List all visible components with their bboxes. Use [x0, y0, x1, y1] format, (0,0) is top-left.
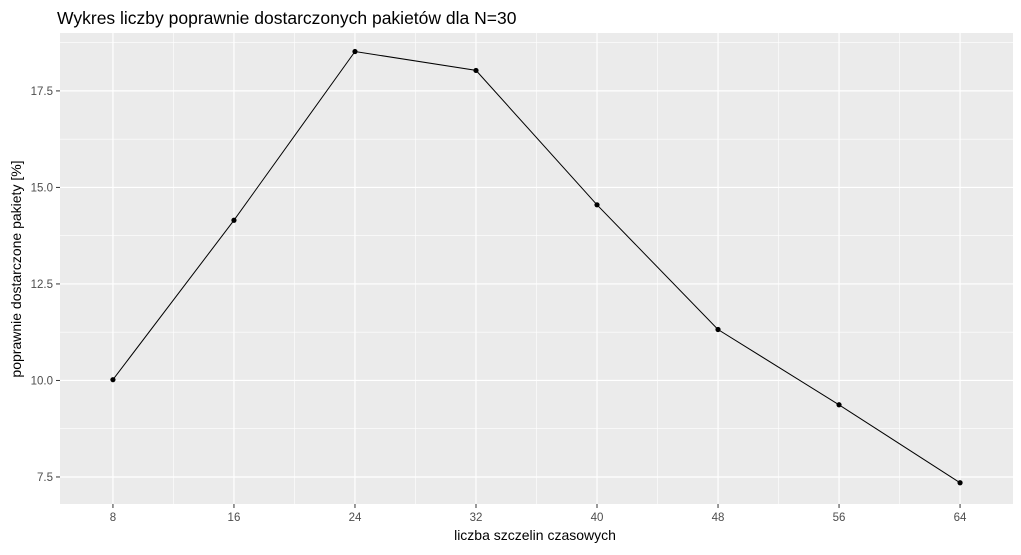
x-tick-label: 32: [470, 512, 483, 524]
x-axis-title: liczba szczelin czasowych: [454, 527, 616, 543]
x-tick-label: 64: [954, 512, 967, 524]
x-tick-label: 48: [712, 512, 725, 524]
data-point: [715, 326, 721, 333]
y-axis-title: poprawnie dostarczone pakiety [%]: [8, 160, 24, 377]
data-point: [352, 48, 358, 55]
x-tick-label: 16: [228, 512, 241, 524]
x-tick-label: 24: [349, 512, 362, 524]
y-axis-ticks: 7.5 10.0 12.5 15.0 17.5: [31, 86, 60, 484]
major-gridlines: [60, 33, 1013, 504]
x-tick-label: 56: [833, 512, 846, 524]
series-line: [112, 50, 961, 484]
x-tick-label: 40: [591, 512, 604, 524]
chart-title: Wykres liczby poprawnie dostarczonych pa…: [57, 8, 517, 28]
y-tick-label: 15.0: [31, 182, 53, 194]
data-point: [231, 217, 237, 223]
minor-gridlines: [60, 33, 1013, 504]
data-point: [594, 202, 600, 208]
data-point: [836, 402, 842, 408]
data-point: [957, 480, 963, 486]
x-tick-label: 8: [110, 512, 116, 524]
y-tick-label: 12.5: [31, 279, 53, 291]
y-tick-label: 10.0: [31, 375, 53, 387]
y-tick-label: 7.5: [37, 472, 53, 484]
series-line-group: [110, 48, 963, 486]
data-point: [110, 377, 116, 383]
y-tick-label: 17.5: [31, 86, 53, 98]
data-point: [473, 67, 479, 74]
x-axis-ticks: 8 16 24 32 40 48 56 64: [110, 504, 967, 524]
